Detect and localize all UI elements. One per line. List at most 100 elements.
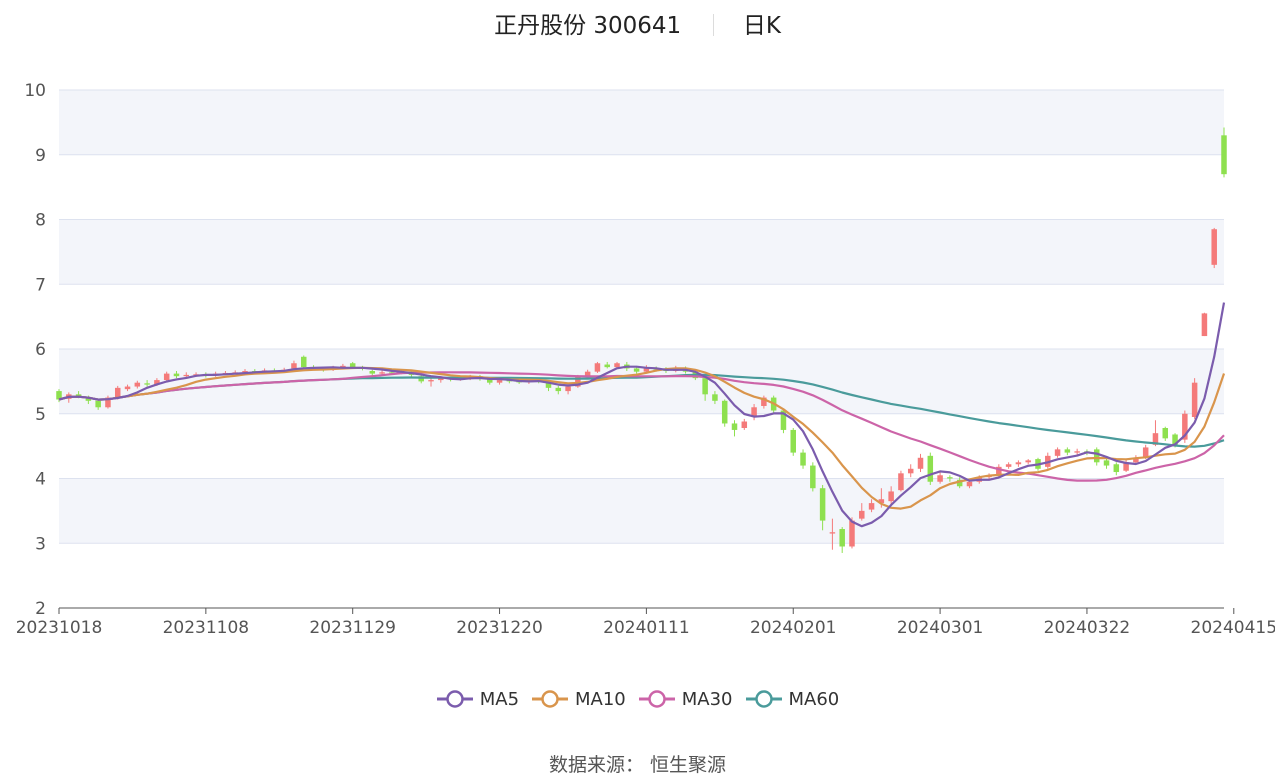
candle-body	[1201, 313, 1208, 337]
candle-body	[917, 457, 924, 469]
y-tick-label: 6	[35, 340, 46, 360]
candle-body	[438, 378, 444, 381]
candle-body	[1172, 434, 1178, 445]
y-tick-label: 7	[35, 275, 46, 295]
candle-body	[751, 407, 757, 417]
candle-body	[85, 398, 92, 401]
candle-body	[300, 356, 307, 368]
candle-body	[643, 368, 650, 372]
candle-body	[1074, 451, 1080, 453]
candle-body	[1005, 464, 1012, 467]
candle-body	[555, 387, 562, 392]
y-tick-label: 3	[35, 534, 46, 554]
x-tick-label: 20231220	[456, 618, 543, 638]
candle-body	[75, 394, 82, 397]
legend-marker-icon	[532, 690, 569, 708]
candle-body	[839, 529, 845, 547]
x-tick-label: 20240415	[1191, 618, 1275, 638]
candle-body	[428, 380, 434, 382]
candle-body	[124, 386, 131, 390]
x-tick-label: 20240301	[897, 618, 984, 638]
candle-body	[105, 397, 111, 408]
chart-header: 正丹股份 300641 日K	[0, 6, 1275, 40]
candle-body	[1142, 447, 1149, 458]
legend-label: MA30	[681, 688, 733, 710]
candle-body	[878, 499, 885, 504]
candle-body	[702, 378, 708, 395]
candle-body	[761, 397, 767, 406]
legend-label: MA60	[788, 688, 840, 710]
candle-body	[829, 532, 836, 534]
candle-body	[1025, 460, 1031, 463]
candle-body	[56, 391, 62, 400]
candle-body	[1123, 462, 1129, 471]
candle-body	[163, 373, 170, 381]
candle-body	[712, 394, 718, 401]
candle-body	[721, 400, 728, 424]
legend-item-ma60[interactable]: MA60	[745, 688, 840, 710]
candle-body	[173, 373, 180, 377]
plot-background	[59, 90, 1224, 544]
candle-body	[907, 468, 914, 474]
y-axis: 2 3 4 5 6 7 8 9 10	[24, 81, 1224, 619]
header-divider	[712, 14, 714, 36]
legend-label: MA10	[575, 688, 626, 710]
candle-body	[1064, 449, 1071, 453]
candle-body	[868, 503, 875, 510]
candle-body	[1113, 464, 1120, 473]
stock-title: 正丹股份 300641	[494, 13, 682, 39]
candle-body	[780, 410, 787, 430]
legend-item-ma5[interactable]: MA5	[436, 688, 519, 710]
candle-body	[810, 465, 816, 489]
candle-body	[898, 473, 904, 491]
candle-body	[790, 429, 796, 453]
y-tick-label: 2	[35, 599, 46, 619]
candle-body	[1211, 229, 1217, 265]
candle-body	[614, 363, 620, 368]
period-label: 日K	[742, 13, 781, 39]
candle-body	[575, 376, 581, 387]
candle-body	[487, 378, 493, 383]
candle-body	[604, 364, 610, 368]
candle-body	[418, 376, 424, 382]
grid-band	[59, 90, 1224, 155]
legend-item-ma30[interactable]: MA30	[638, 688, 733, 710]
candle-body	[134, 382, 141, 387]
legend-marker-icon	[436, 690, 473, 708]
candle-body	[389, 372, 395, 374]
candle-body	[800, 452, 806, 466]
candle-body	[888, 491, 894, 502]
x-tick-label: 20231108	[163, 618, 250, 638]
y-tick-label: 10	[24, 81, 46, 101]
candle-body	[349, 363, 356, 368]
candle-body	[379, 372, 385, 374]
candle-body	[1103, 460, 1110, 466]
candle-body	[545, 381, 552, 388]
candle-body	[937, 475, 943, 482]
candle-body	[369, 371, 376, 374]
x-tick-label: 20231129	[309, 618, 396, 638]
x-tick-label: 20240111	[603, 618, 690, 638]
x-tick-label: 20240322	[1044, 618, 1131, 638]
ma10-line	[58, 366, 1226, 510]
legend-marker-icon	[745, 690, 782, 708]
candle-body	[741, 421, 748, 428]
chart-legend: MA5 MA10 MA30 MA60	[0, 688, 1275, 715]
candle-body	[966, 481, 973, 487]
y-tick-label: 8	[35, 211, 46, 231]
candle-body	[947, 477, 953, 479]
y-tick-label: 5	[35, 405, 46, 425]
candle-body	[849, 520, 855, 547]
candle-body	[565, 386, 571, 392]
candle-body	[956, 479, 963, 487]
x-axis: 20231018 20231108 20231129 20231220 20240111…	[16, 607, 1275, 638]
legend-item-ma10[interactable]: MA10	[531, 688, 626, 710]
candle-body	[114, 387, 121, 398]
moving-average-lines	[58, 302, 1226, 528]
x-tick-label: 20240201	[750, 618, 837, 638]
candle-body	[1152, 433, 1159, 445]
x-tick-label: 20231018	[16, 618, 103, 638]
candle-body	[291, 363, 297, 369]
candle-body	[183, 374, 190, 377]
